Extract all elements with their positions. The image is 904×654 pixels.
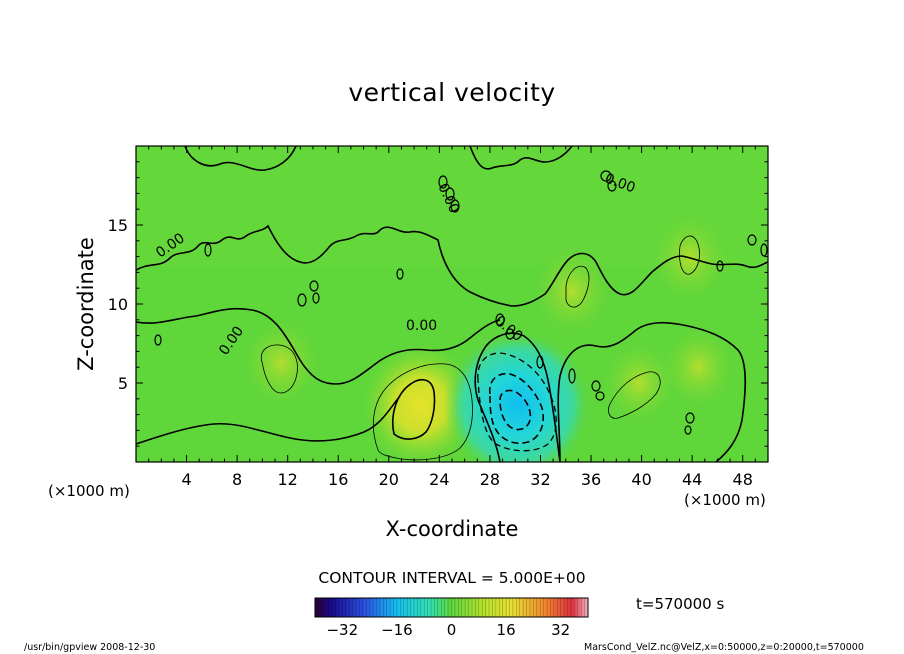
contour-small-9 <box>312 292 320 304</box>
plot-area: 0.00 0.00 0.00 0.00 0.00 0.00 <box>136 146 768 462</box>
contour-label-3: 0.00 <box>406 318 437 334</box>
contour-small-6 <box>204 243 212 257</box>
x-tick-label-4: 4 <box>181 470 191 489</box>
x-tick-label-28: 28 <box>480 470 500 489</box>
contour-plus5-right <box>608 371 661 419</box>
contour-small-11 <box>591 380 601 392</box>
contour-plus5-topright <box>679 235 700 275</box>
colorbar-tick-labels: −32 −16 0 16 32 <box>326 621 570 639</box>
field-cell-5 <box>601 340 677 426</box>
y-tick-labels: 5 10 15 <box>108 216 128 393</box>
colorbar-stripes <box>318 598 585 617</box>
colorbar-tick-label-32: 32 <box>551 621 570 639</box>
x-tick-label-8: 8 <box>232 470 242 489</box>
contour-small-2 <box>445 187 455 201</box>
contour-small-1 <box>438 175 448 189</box>
colorbar-tick-label-16: 16 <box>497 621 516 639</box>
contour-minus5-core <box>477 352 557 452</box>
x-tick-label-36: 36 <box>581 470 601 489</box>
contour-small-3 <box>450 199 460 213</box>
contour-small-19 <box>568 368 576 384</box>
x-tick-label-20: 20 <box>379 470 399 489</box>
footer-left: /usr/bin/gpview 2008-12-30 <box>24 642 155 653</box>
contour-plus5-upper <box>565 265 590 308</box>
colorbar-tick-label--16: −16 <box>381 621 413 639</box>
field-cells <box>241 213 737 462</box>
contour-small-14 <box>684 425 692 435</box>
x-unit-right: (×1000 m) <box>684 491 766 509</box>
contour-small-21 <box>396 268 404 280</box>
contour-interval-text: CONTOUR INTERVAL = 5.000E+00 <box>318 569 585 587</box>
field-cell-7 <box>660 324 737 410</box>
field-cell-3 <box>443 329 592 462</box>
axis-ticks <box>136 146 768 462</box>
x-tick-label-32: 32 <box>530 470 550 489</box>
colorbar-tick-label-0: 0 <box>447 621 457 639</box>
contour-small-4 <box>600 170 612 182</box>
contour-plus5-main <box>373 363 473 461</box>
contour-small-18 <box>505 328 515 340</box>
x-tick-label-16: 16 <box>328 470 348 489</box>
contour-small-8 <box>297 293 307 307</box>
field-cell-4 <box>531 246 613 337</box>
contour-small-10 <box>154 334 162 346</box>
x-unit-left: (×1000 m) <box>48 482 130 500</box>
contour-small-12 <box>595 391 605 401</box>
time-label: t=570000 s <box>636 595 724 613</box>
contour-small-20 <box>536 355 544 369</box>
contour-small-22 <box>716 260 724 272</box>
colorbar-tick-label--32: −32 <box>326 621 358 639</box>
contour-small-16 <box>760 243 768 257</box>
x-tick-label-12: 12 <box>278 470 298 489</box>
contour-zero-mid <box>136 307 501 385</box>
y-tick-label-15: 15 <box>108 216 128 235</box>
y-tick-label-5: 5 <box>118 374 128 393</box>
x-tick-label-44: 44 <box>682 470 702 489</box>
x-tick-label-48: 48 <box>733 470 753 489</box>
contour-zero-top <box>184 146 297 171</box>
x-tick-label-40: 40 <box>631 470 651 489</box>
contour-small-13 <box>685 412 695 424</box>
x-axis-label: X-coordinate <box>386 517 519 541</box>
contour-zero-low <box>136 395 401 445</box>
contour-small-17 <box>495 313 505 327</box>
contour-minus10-core <box>488 372 544 444</box>
contour-small-15 <box>747 234 757 246</box>
x-tick-labels: 4 8 12 16 20 24 28 32 36 40 44 48 <box>181 470 752 489</box>
y-tick-label-10: 10 <box>108 295 128 314</box>
contour-zero-top2 <box>469 146 573 170</box>
contour-minus15-core <box>499 389 532 431</box>
contour-zero-upper <box>136 224 768 307</box>
x-tick-label-24: 24 <box>429 470 449 489</box>
contour-plus10-main <box>392 379 436 440</box>
contour-plus5-left <box>260 344 298 394</box>
chart-title: vertical velocity <box>348 78 555 107</box>
footer-right: MarsCond_VelZ.nc@VelZ,x=0:50000,z=0:2000… <box>584 642 864 653</box>
field-cell-2 <box>241 317 322 408</box>
contour-lines <box>136 146 768 462</box>
y-axis-label: Z-coordinate <box>74 237 98 371</box>
contour-small-5 <box>607 180 617 192</box>
contour-small-7 <box>309 280 319 292</box>
contour-zero-right <box>557 321 747 462</box>
